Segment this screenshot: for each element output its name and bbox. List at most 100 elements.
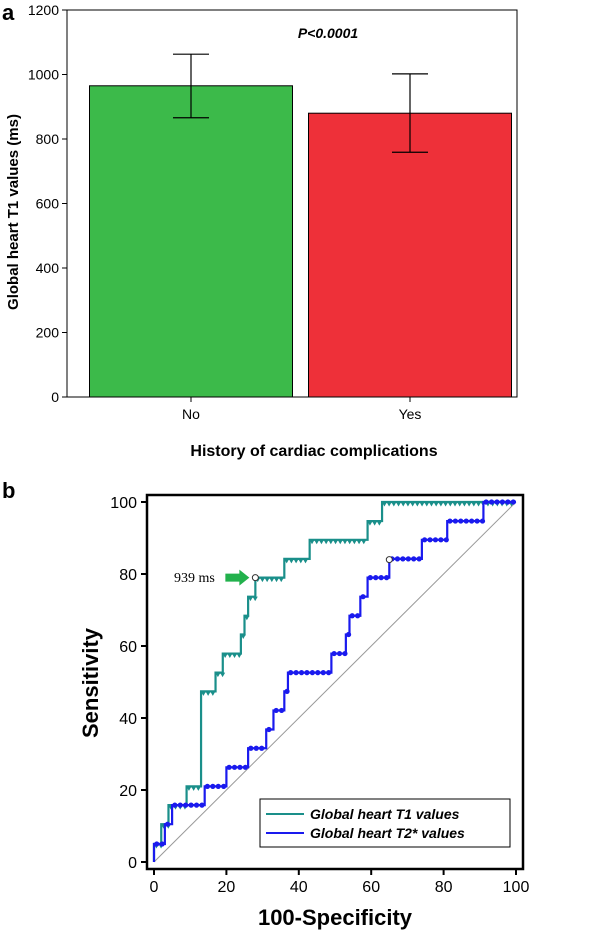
curve-marker [342,650,348,657]
curve-marker [452,502,458,507]
curve-marker [447,518,453,524]
curve-marker [376,521,382,526]
curve-marker [378,575,384,581]
curve-marker [428,502,435,507]
curve-marker [360,594,366,600]
y-tick-label: 200 [36,325,60,341]
curve-marker [242,764,249,770]
curve-marker [293,558,299,564]
curve-marker [219,672,226,678]
curve-marker [471,502,477,507]
curve-marker [405,502,411,507]
curve-marker [284,688,290,694]
legend-label-t2: Global heart T2* values [310,825,465,841]
curve-marker [284,558,290,564]
curve-marker [226,764,232,770]
curve-marker [433,502,439,507]
x-axis-title: History of cardiac complications [190,443,437,460]
curve-marker [302,558,309,564]
curve-marker [186,786,192,791]
curve-marker [405,556,411,562]
curve-marker [323,539,329,545]
curve-marker [386,502,392,507]
arrow-icon [225,569,250,586]
curve-marker [458,518,464,524]
x-tick-label: 20 [218,879,236,896]
curve-marker [416,556,422,562]
x-tick-label: No [182,406,200,422]
y-axis-title: Sensitivity [78,627,103,738]
curve-marker [309,539,315,545]
x-tick-label: 40 [290,879,308,896]
y-tick-label: 100 [110,495,137,512]
curve-marker [222,653,228,659]
curve-marker [452,518,458,524]
reference-diagonal [153,501,517,863]
roc-curve-t2star [152,500,516,862]
curve-marker [159,841,165,847]
curve-marker [424,502,430,507]
curve-marker [400,502,406,507]
curve-marker [337,539,343,545]
curve-marker [505,499,511,505]
curve-marker [367,521,373,526]
y-tick-label: 600 [36,196,60,212]
curve-marker [309,670,315,676]
curve-marker [193,802,200,808]
curve-marker [164,821,171,827]
curve-marker [328,539,334,545]
curve-marker [210,783,216,790]
curve-marker [188,802,194,808]
curve-marker [336,650,343,657]
curve-marker [381,502,388,507]
curve-marker [314,539,320,545]
curve-marker [342,539,348,545]
y-tick-label: 1200 [28,2,59,18]
curve-marker [483,499,489,505]
cut-point-marker [251,574,259,582]
curve-marker [414,502,420,507]
x-tick-label: 0 [150,879,159,896]
curve-marker [273,707,279,714]
legend: Global heart T1 values Global heart T2* … [259,798,511,848]
x-tick-label: 80 [435,879,453,896]
x-tick-label: Yes [399,406,422,422]
curve-marker [447,502,453,507]
curve-marker [304,670,310,676]
curve-marker [199,802,205,808]
curve-marker [331,650,337,657]
curve-marker [494,499,500,505]
curve-marker [298,558,304,564]
curve-marker [315,670,321,676]
p-value-annotation: P<0.0001 [298,25,359,41]
curve-marker [248,745,254,751]
curve-marker [347,539,353,545]
curve-marker [215,672,221,678]
curve-marker [200,691,207,696]
curve-marker [469,518,475,524]
curve-marker [510,499,516,505]
curve-marker [332,539,339,545]
curve-marker [288,558,294,564]
bar-yes [308,112,512,398]
curve-marker [355,613,361,619]
curve-marker [221,783,227,790]
curve-marker [320,670,326,676]
curve-marker [442,502,449,507]
curve-marker [264,577,270,583]
y-tick-label: 20 [119,783,137,800]
plot-frame [145,493,525,871]
panel-a-letter: a [2,0,15,25]
curve-marker [191,786,197,791]
curve-marker [488,499,495,505]
curve-marker [438,537,444,543]
curve-marker [259,745,265,751]
curve-marker [259,577,266,583]
curve-marker [172,802,178,808]
cut-point-marker [385,556,393,564]
y-tick-label: 80 [119,567,137,584]
curve-marker [231,764,238,770]
curve-marker [318,539,325,545]
curve-marker [240,634,246,639]
curve-marker [394,556,401,562]
